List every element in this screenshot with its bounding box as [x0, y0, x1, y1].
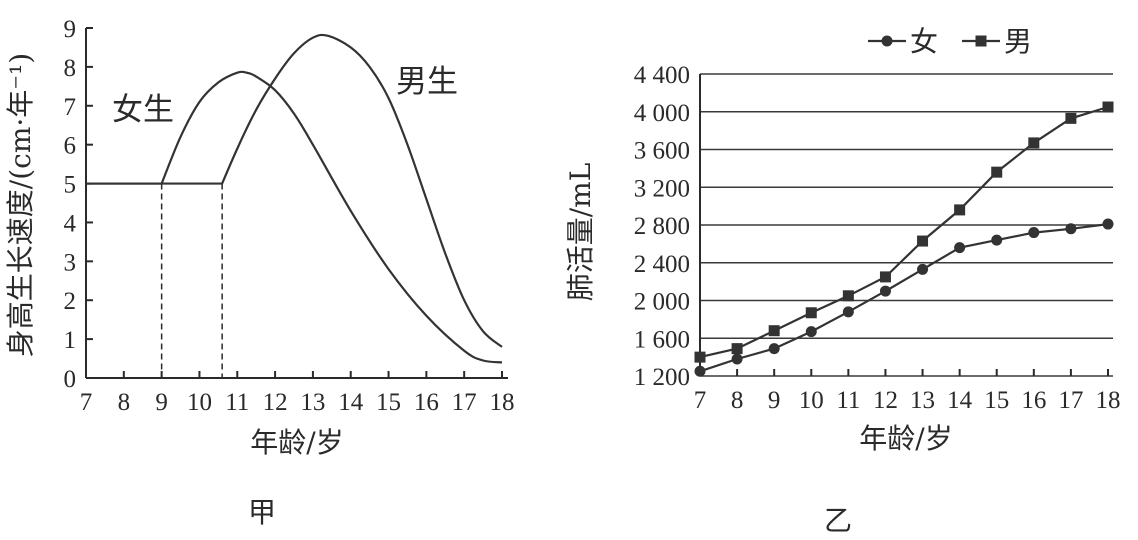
jia-x-tick-label: 17	[452, 389, 477, 416]
yi-point-male	[1102, 101, 1114, 113]
yi-y-tick-label: 3 200	[634, 175, 690, 202]
jia-x-tick-label: 10	[187, 389, 212, 416]
jia-y-tick-label: 4	[64, 210, 77, 237]
yi-point-male	[1028, 137, 1040, 149]
chart-yi: 1 200 1 600 2 000 2 400 2 800 3 200 3 600 4 000…	[564, 25, 1121, 537]
jia-x-tick-label: 9	[155, 389, 168, 416]
jia-x-tick-label: 13	[300, 389, 325, 416]
jia-x-tick-label: 18	[490, 389, 515, 416]
yi-point-male	[879, 271, 891, 283]
yi-x-tick-label: 18	[1096, 387, 1121, 414]
yi-x-tick-label: 12	[873, 387, 898, 414]
yi-y-tick-label: 4 000	[634, 100, 690, 127]
yi-y-tick-label: 2 000	[634, 289, 690, 316]
yi-x-tick-label: 15	[984, 387, 1009, 414]
yi-y-tick-label: 1 200	[634, 364, 690, 391]
legend-female-label: 女	[910, 25, 938, 58]
jia-x-axis-label: 年龄/岁	[250, 426, 343, 459]
yi-point-female	[879, 285, 891, 297]
yi-point-female	[954, 242, 966, 254]
yi-y-tick-label: 2 800	[634, 213, 690, 240]
yi-x-tick-label: 14	[947, 387, 973, 414]
yi-point-female	[1065, 223, 1077, 235]
yi-x-axis-label: 年龄/岁	[859, 422, 952, 455]
jia-y-tick-label: 3	[64, 249, 77, 276]
yi-y-tick-label: 3 600	[634, 138, 690, 165]
jia-x-tick-label: 15	[376, 389, 401, 416]
jia-y-tick-label: 7	[64, 94, 77, 121]
yi-x-tick-label: 13	[910, 387, 935, 414]
jia-y-axis-label: 身高生长速度/(cm·年⁻¹)	[4, 53, 37, 357]
jia-x-tick-label: 7	[80, 389, 93, 416]
yi-x-tick-label: 11	[836, 387, 860, 414]
yi-y-tick-label: 2 400	[634, 251, 690, 278]
yi-x-tick-label: 8	[731, 387, 744, 414]
jia-y-tick-label: 5	[64, 172, 77, 199]
yi-caption: 乙	[824, 504, 852, 537]
yi-point-male	[842, 290, 854, 302]
yi-y-tick-label: 1 600	[634, 326, 690, 353]
yi-point-male	[694, 351, 706, 363]
yi-x-tick-label: 7	[694, 387, 707, 414]
yi-x-tick-label: 17	[1058, 387, 1083, 414]
yi-point-female	[991, 234, 1003, 246]
yi-point-female	[731, 353, 743, 365]
jia-x-tick-label: 8	[118, 389, 131, 416]
yi-point-male	[1065, 112, 1077, 124]
legend-male-label: 男	[1004, 25, 1032, 58]
yi-series-male-line	[699, 105, 1109, 359]
yi-point-male	[954, 204, 966, 216]
jia-series-female-line	[86, 70, 503, 364]
yi-point-female	[1028, 227, 1040, 239]
jia-x-tick-label: 12	[263, 389, 288, 416]
jia-y-tick-label: 0	[64, 366, 77, 393]
yi-legend: 女 男	[868, 25, 1032, 58]
jia-annotation-female: 女生	[112, 92, 174, 128]
jia-series-male-line	[86, 33, 503, 348]
yi-point-female	[805, 326, 817, 338]
jia-x-tick-label: 16	[414, 389, 439, 416]
yi-point-male	[731, 343, 743, 355]
jia-annotation-male: 男生	[396, 64, 458, 100]
yi-point-female	[1102, 218, 1114, 230]
yi-x-tick-label: 10	[799, 387, 824, 414]
jia-y-tick-label: 2	[64, 288, 77, 315]
jia-y-tick-label: 9	[64, 16, 77, 43]
jia-x-tick-label: 14	[338, 389, 364, 416]
jia-caption: 甲	[248, 496, 276, 529]
yi-point-male	[768, 325, 780, 337]
yi-point-female	[842, 306, 854, 318]
yi-point-female	[768, 343, 780, 355]
yi-point-female	[694, 365, 706, 377]
yi-y-axis-label: 肺活量/mL	[564, 163, 597, 302]
yi-x-tick-label: 16	[1021, 387, 1046, 414]
yi-point-male	[917, 235, 929, 247]
yi-point-female	[917, 263, 929, 275]
jia-y-tick-label: 1	[64, 327, 77, 354]
yi-x-tick-label: 9	[768, 387, 781, 414]
legend-female-marker	[881, 35, 893, 47]
legend-male-marker	[975, 35, 987, 47]
yi-series-female-line	[699, 223, 1109, 373]
yi-point-male	[991, 166, 1003, 178]
yi-point-male	[805, 307, 817, 319]
jia-y-tick-label: 8	[64, 55, 77, 82]
jia-y-tick-label: 6	[64, 133, 77, 160]
jia-x-tick-label: 11	[225, 389, 249, 416]
yi-y-tick-label: 4 400	[634, 62, 690, 89]
